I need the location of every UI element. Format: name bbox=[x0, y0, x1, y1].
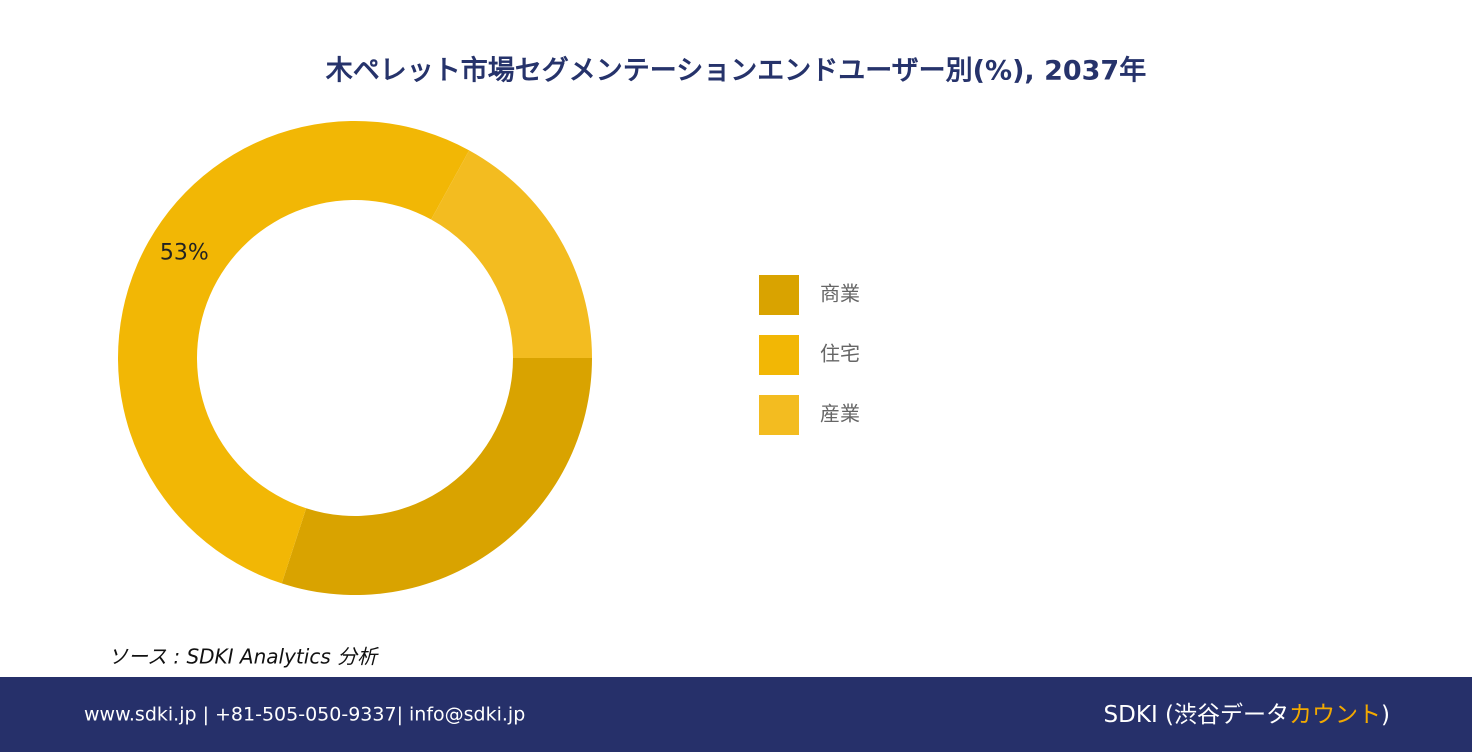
brand: SDKI (渋谷データ bbox=[1104, 702, 1289, 728]
source: ソース : SDKI Analytics 分析 bbox=[108, 645, 379, 669]
footer-brand: SDKI (渋谷データカウント) bbox=[1104, 702, 1390, 728]
donut-slice bbox=[281, 358, 592, 595]
donut-slice bbox=[117, 120, 470, 584]
brand-end: ) bbox=[1381, 702, 1390, 728]
legend-swatch bbox=[759, 335, 799, 375]
value-label: 53% bbox=[160, 241, 209, 266]
legend-label: 住宅 bbox=[820, 342, 860, 366]
brand-highlight: カウント bbox=[1289, 702, 1381, 728]
footer-contact: www.sdki.jp | +81-505-050-9337| info@sdk… bbox=[84, 704, 525, 726]
chart-title: 木ペレット市場セグメンテーションエンドユーザー別(%), 2037年 bbox=[325, 55, 1146, 87]
donut-slice bbox=[431, 150, 592, 358]
footer-band bbox=[0, 677, 1472, 752]
legend-swatch bbox=[759, 275, 799, 315]
legend-label: 産業 bbox=[820, 402, 860, 426]
legend-swatch bbox=[759, 395, 799, 435]
legend-label: 商業 bbox=[820, 282, 860, 306]
